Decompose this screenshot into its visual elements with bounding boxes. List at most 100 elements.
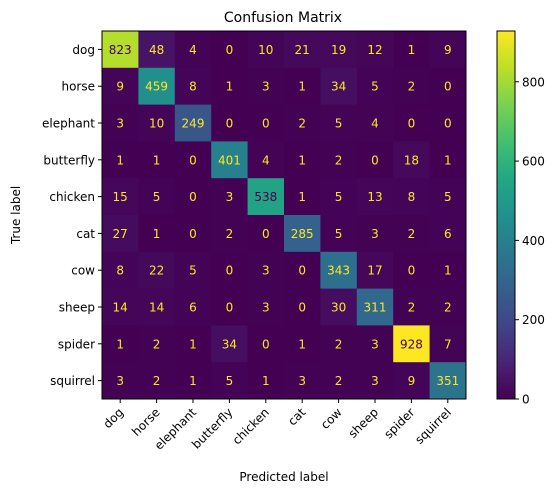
cell-value-label: 3	[116, 117, 124, 131]
cell-value-label: 8	[116, 264, 124, 278]
cell-value-label: 2	[408, 227, 416, 241]
heatmap-cell	[138, 178, 176, 216]
cell-value-label: 48	[149, 43, 164, 57]
heatmap-cell	[393, 104, 431, 142]
cell-value-label: 1	[116, 337, 124, 351]
cell-value-label: 6	[444, 227, 452, 241]
cell-value-label: 22	[149, 264, 164, 278]
heatmap-cell	[429, 251, 467, 290]
heatmap-cell	[211, 362, 249, 400]
cell-value-label: 5	[153, 190, 161, 204]
heatmap-cell	[211, 67, 249, 106]
cell-value-label: 4	[189, 43, 197, 57]
cell-value-label: 1	[298, 153, 306, 167]
y-tick-label: cat	[76, 227, 95, 241]
heatmap-cell	[284, 251, 321, 290]
cell-value-label: 2	[408, 80, 416, 94]
heatmap-cell	[356, 362, 394, 400]
heatmap-cell	[284, 362, 321, 400]
heatmap-cell	[174, 67, 212, 106]
cell-value-label: 2	[335, 374, 343, 388]
cell-value-label: 2	[408, 301, 416, 315]
cell-value-label: 0	[189, 190, 197, 204]
cell-value-label: 0	[189, 153, 197, 167]
heatmap-cell	[393, 288, 431, 326]
heatmap-cell	[320, 31, 358, 69]
heatmap-cell	[284, 67, 321, 106]
cell-value-label: 18	[404, 153, 419, 167]
cell-value-label: 17	[367, 264, 382, 278]
cell-value-label: 249	[182, 117, 205, 131]
cell-value-label: 823	[109, 43, 132, 57]
cell-value-label: 1	[298, 190, 306, 204]
heatmap-cell	[211, 251, 249, 290]
cell-value-label: 5	[371, 80, 379, 94]
cell-value-label: 343	[327, 264, 350, 278]
cell-value-label: 3	[262, 301, 270, 315]
heatmap-cell	[429, 288, 467, 326]
cell-value-label: 1	[444, 153, 452, 167]
cell-value-label: 13	[367, 190, 382, 204]
heatmap-cell	[247, 288, 285, 326]
y-tick-label: horse	[61, 80, 95, 94]
heatmap-cell	[247, 215, 285, 253]
heatmap-cell-labels: 823 48 4 0 10 21 19 12 1 99 459 8 1 3 1 34 5 2 03 10 249 0 0 2 5…	[109, 43, 460, 388]
heatmap-cell	[393, 251, 431, 290]
cell-value-label: 1	[189, 337, 197, 351]
colorbar-tick-label: 400	[522, 234, 545, 248]
heatmap-cell	[356, 141, 394, 179]
heatmap-cell	[138, 215, 176, 253]
cell-value-label: 2	[335, 337, 343, 351]
heatmap-cell	[102, 288, 139, 326]
cell-value-label: 12	[367, 43, 382, 57]
heatmap-cell	[174, 141, 212, 179]
heatmap-cell	[429, 215, 467, 253]
heatmap-cell	[247, 362, 285, 400]
cell-value-label: 0	[298, 264, 306, 278]
heatmap-cells	[102, 31, 467, 400]
cell-value-label: 0	[189, 227, 197, 241]
cell-value-label: 14	[149, 301, 164, 315]
heatmap-cell	[356, 67, 394, 106]
cell-value-label: 2	[153, 374, 161, 388]
heatmap-cell	[393, 67, 431, 106]
heatmap-cell	[284, 141, 321, 179]
cell-value-label: 8	[408, 190, 416, 204]
y-tick-label: cow	[71, 264, 95, 278]
heatmap-cell	[356, 288, 394, 326]
cell-value-label: 34	[331, 80, 346, 94]
x-tick-label: chicken	[230, 405, 272, 447]
heatmap-cell	[102, 178, 139, 216]
cell-value-label: 0	[226, 43, 234, 57]
x-tick-label: horse	[129, 405, 163, 439]
heatmap-cell	[102, 215, 139, 253]
heatmap-cell	[138, 104, 176, 142]
cell-value-label: 3	[226, 190, 234, 204]
heatmap-cell	[211, 104, 249, 142]
heatmap-cell	[174, 325, 212, 363]
heatmap-cell	[174, 104, 212, 142]
colorbar-tick-label: 200	[522, 313, 545, 327]
cell-value-label: 9	[408, 374, 416, 388]
cell-value-label: 351	[436, 374, 459, 388]
heatmap-cell	[102, 67, 139, 106]
heatmap-cell	[284, 31, 321, 69]
cell-value-label: 1	[298, 80, 306, 94]
cell-value-label: 3	[262, 264, 270, 278]
cell-value-label: 0	[262, 337, 270, 351]
heatmap-cell	[320, 67, 358, 106]
heatmap-cell	[284, 325, 321, 363]
y-tick-label: chicken	[49, 190, 95, 204]
heatmap-cell	[429, 141, 467, 179]
cell-value-label: 0	[262, 117, 270, 131]
cell-value-label: 2	[226, 227, 234, 241]
heatmap-cell	[138, 288, 176, 326]
heatmap-cell	[393, 178, 431, 216]
heatmap-cell	[284, 215, 321, 253]
x-axis-label: Predicted label	[239, 470, 328, 484]
heatmap-cell	[174, 215, 212, 253]
cell-value-label: 0	[262, 227, 270, 241]
heatmap-cell	[429, 362, 467, 400]
heatmap-cell	[356, 178, 394, 216]
cell-value-label: 3	[371, 227, 379, 241]
